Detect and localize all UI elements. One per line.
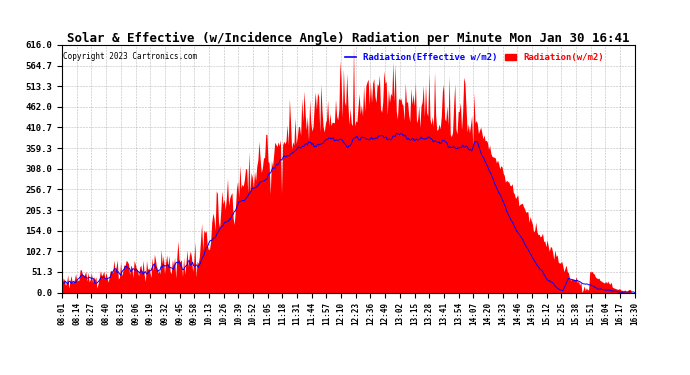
Text: Copyright 2023 Cartronics.com: Copyright 2023 Cartronics.com (63, 53, 197, 62)
Title: Solar & Effective (w/Incidence Angle) Radiation per Minute Mon Jan 30 16:41: Solar & Effective (w/Incidence Angle) Ra… (67, 32, 630, 45)
Legend: Radiation(Effective w/m2), Radiation(w/m2): Radiation(Effective w/m2), Radiation(w/m… (342, 50, 607, 66)
